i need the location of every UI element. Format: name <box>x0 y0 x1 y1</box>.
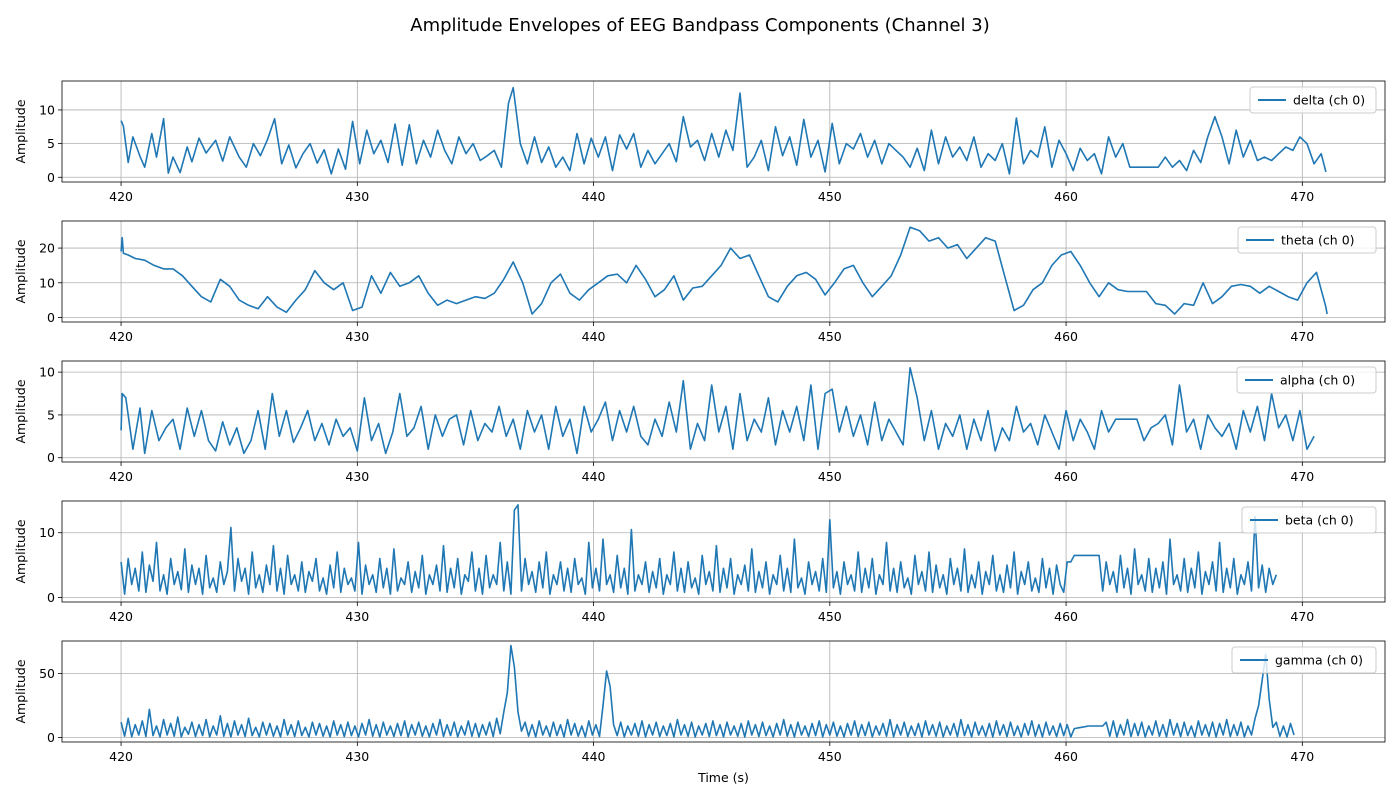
series-line-gamma <box>120 644 1295 738</box>
y-tick-label: 0 <box>47 730 55 745</box>
y-axis-label: Amplitude <box>13 99 28 163</box>
x-tick-label: 440 <box>582 329 606 344</box>
x-axis-label: Time (s) <box>697 770 749 785</box>
x-tick-label: 450 <box>818 609 842 624</box>
x-tick-label: 470 <box>1290 609 1314 624</box>
legend-label: alpha (ch 0) <box>1280 373 1355 388</box>
x-tick-label: 460 <box>1054 189 1078 204</box>
series-line-theta <box>120 226 1328 315</box>
x-tick-label: 470 <box>1290 469 1314 484</box>
legend-label: beta (ch 0) <box>1285 513 1354 528</box>
y-axis-label: Amplitude <box>13 239 28 303</box>
legend-box <box>1249 86 1377 114</box>
x-tick-label: 470 <box>1290 189 1314 204</box>
y-tick-label: 10 <box>39 525 55 540</box>
y-tick-label: 50 <box>39 666 55 681</box>
legend-label: delta (ch 0) <box>1293 93 1365 108</box>
y-tick-label: 5 <box>47 407 55 422</box>
x-tick-label: 440 <box>582 609 606 624</box>
x-tick-label: 430 <box>345 469 369 484</box>
legend: alpha (ch 0) <box>1236 366 1377 394</box>
legend-box <box>1236 366 1377 394</box>
x-tick-label: 420 <box>109 749 133 764</box>
legend-label: theta (ch 0) <box>1281 233 1355 248</box>
x-tick-label: 470 <box>1290 329 1314 344</box>
y-tick-label: 10 <box>39 275 55 290</box>
y-axis-label: Amplitude <box>13 519 28 583</box>
x-tick-label: 430 <box>345 189 369 204</box>
y-tick-label: 0 <box>47 310 55 325</box>
x-tick-label: 460 <box>1054 609 1078 624</box>
series-line-alpha <box>120 367 1315 455</box>
x-tick-label: 420 <box>109 609 133 624</box>
y-tick-label: 0 <box>47 170 55 185</box>
x-tick-label: 460 <box>1054 329 1078 344</box>
panels: 420 430 440 450 460 470 0 5 10 Amplitude delta (ch… <box>13 80 1386 785</box>
y-tick-label: 20 <box>39 241 55 256</box>
y-tick-label: 5 <box>47 136 55 151</box>
axes-frame <box>61 640 1386 743</box>
x-tick-label: 450 <box>818 469 842 484</box>
x-tick-label: 450 <box>818 749 842 764</box>
series-line-delta <box>120 86 1327 175</box>
legend: delta (ch 0) <box>1249 86 1377 114</box>
x-tick-label: 420 <box>109 189 133 204</box>
y-tick-label: 10 <box>39 102 55 117</box>
axes-frame <box>61 80 1386 183</box>
legend: gamma (ch 0) <box>1231 646 1377 674</box>
series-line-beta <box>120 504 1278 595</box>
x-tick-label: 440 <box>582 189 606 204</box>
legend: beta (ch 0) <box>1241 506 1377 534</box>
axes-frame <box>61 220 1386 323</box>
figure-title: Amplitude Envelopes of EEG Bandpass Comp… <box>410 15 989 36</box>
axes-frame <box>61 500 1386 603</box>
x-tick-label: 430 <box>345 749 369 764</box>
subplot-1: 420 430 440 450 460 470 0 10 20 Amplitude theta (c… <box>13 220 1386 344</box>
axes-frame <box>61 360 1386 463</box>
subplot-0: 420 430 440 450 460 470 0 5 10 Amplitude delta (ch… <box>13 80 1386 204</box>
subplot-3: 420 430 440 450 460 470 0 10 Amplitude beta (ch 0… <box>13 500 1386 624</box>
x-tick-label: 450 <box>818 189 842 204</box>
legend: theta (ch 0) <box>1237 226 1377 254</box>
legend-box <box>1241 506 1377 534</box>
x-tick-label: 430 <box>345 609 369 624</box>
legend-label: gamma (ch 0) <box>1275 653 1363 668</box>
x-tick-label: 420 <box>109 329 133 344</box>
subplot-2: 420 430 440 450 460 470 0 5 10 Amplitude alpha (ch… <box>13 360 1386 484</box>
x-tick-label: 440 <box>582 749 606 764</box>
legend-box <box>1231 646 1377 674</box>
y-axis-label: Amplitude <box>13 379 28 443</box>
x-tick-label: 470 <box>1290 749 1314 764</box>
x-tick-label: 450 <box>818 329 842 344</box>
x-tick-label: 440 <box>582 469 606 484</box>
legend-box <box>1237 226 1377 254</box>
y-axis-label: Amplitude <box>13 659 28 723</box>
subplot-4: 420 430 440 450 460 470 0 50 Amplitude Time (s) ga… <box>13 640 1386 785</box>
y-tick-label: 0 <box>47 590 55 605</box>
x-tick-label: 430 <box>345 329 369 344</box>
x-tick-label: 460 <box>1054 469 1078 484</box>
x-tick-label: 420 <box>109 469 133 484</box>
y-tick-label: 0 <box>47 450 55 465</box>
y-tick-label: 10 <box>39 365 55 380</box>
x-tick-label: 460 <box>1054 749 1078 764</box>
